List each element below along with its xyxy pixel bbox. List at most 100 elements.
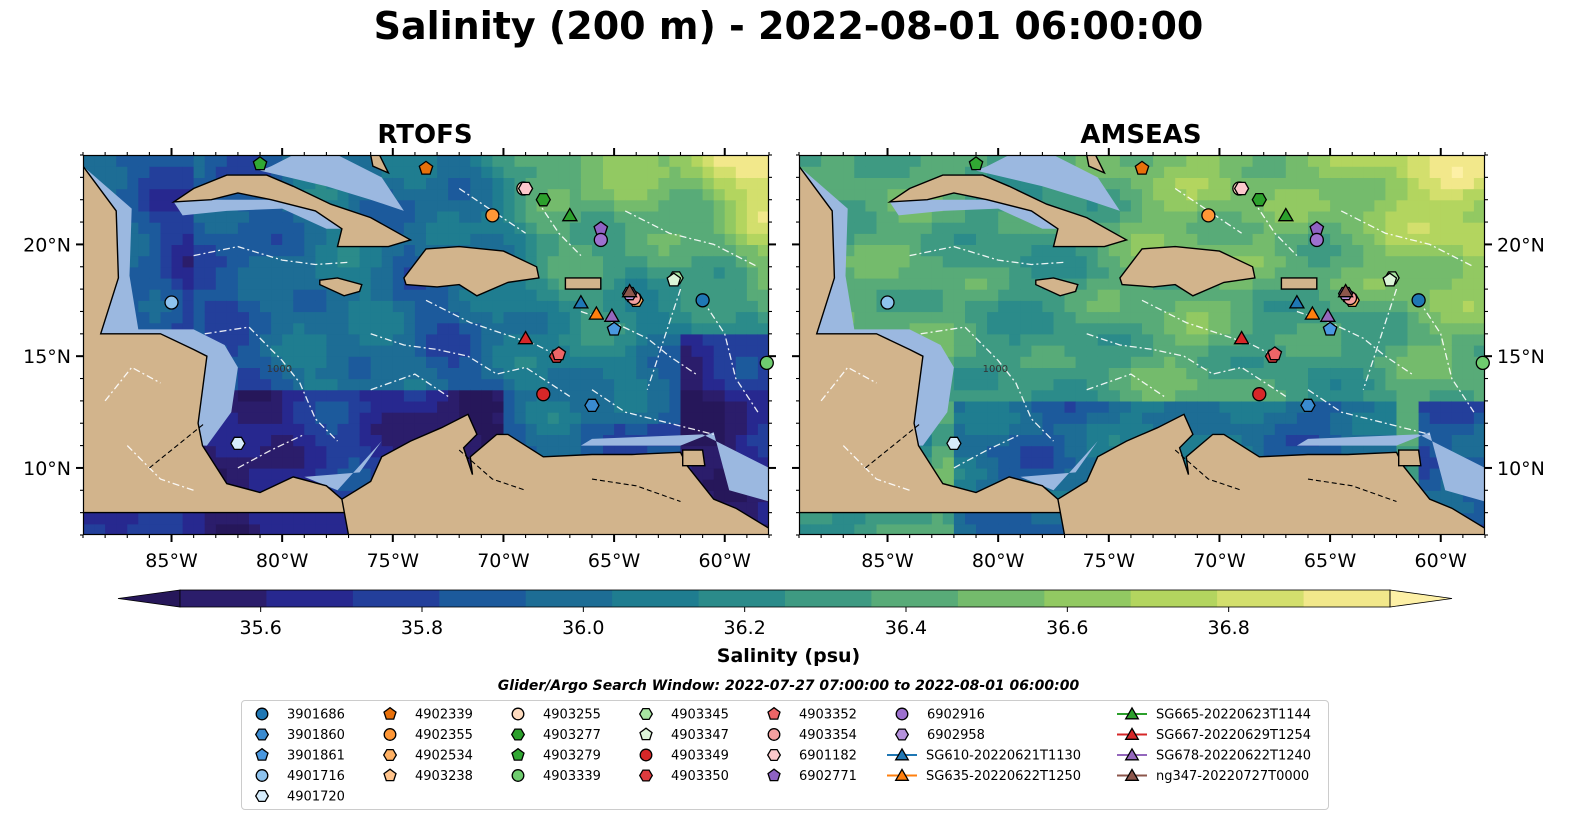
float-markers	[880, 156, 1490, 451]
legend-label: 4903238	[415, 769, 473, 784]
map-axes: 85°W 80°W 75°W 70°W 65°W 60°W 10°N 15°N 20°N 85°W…	[23, 148, 1545, 572]
contour-label-1000: 1000	[983, 364, 1008, 375]
colorbar-segment	[352, 590, 440, 607]
marker-SG635-20220622T1250	[588, 305, 605, 320]
legend-item: 4901716	[255, 769, 345, 784]
colorbar-segment	[612, 590, 699, 607]
legend-item: 4902339	[383, 706, 473, 723]
panel-title-rtofs: RTOFS	[377, 120, 473, 150]
colorbar-tick-label: 36.2	[724, 617, 766, 639]
lon-tick-label: 70°W	[477, 550, 530, 572]
eez-boundary	[820, 366, 877, 402]
legend-item: 4903279	[511, 747, 601, 764]
legend-marker-6902916	[895, 707, 909, 721]
colorbar-segment	[180, 590, 267, 607]
land-puertoRico	[564, 277, 602, 290]
marker-4902339	[1134, 160, 1150, 175]
rtofs-map: 1000	[82, 154, 774, 536]
legend-item: ng347-20220727T0000	[1117, 768, 1309, 784]
colorbar-segment	[957, 590, 1045, 607]
legend-label: SG678-20220622T1240	[1156, 749, 1311, 764]
lat-tick-label: 10°N	[1497, 458, 1545, 480]
eez-boundary	[702, 299, 759, 413]
colorbar-segment	[1130, 590, 1218, 607]
legend-label: 6901182	[799, 749, 857, 764]
colorbar-segment	[871, 590, 959, 607]
marker-ng347-20220727T0000	[621, 283, 638, 298]
legend-label: 4901720	[287, 790, 345, 805]
country-border	[1307, 478, 1397, 503]
marker-4903277	[1251, 192, 1268, 207]
legend-label: 4902534	[415, 749, 473, 764]
legend-item: 4903347	[639, 727, 729, 743]
colorbar-extend-high	[1389, 589, 1453, 608]
land-hispaniola	[1119, 245, 1256, 297]
colorbar-tick-label: 36.6	[1046, 617, 1088, 639]
legend-label: 4902355	[415, 728, 473, 743]
marker-3901860	[584, 398, 600, 413]
legend-marker-SG635-20220622T1250	[894, 768, 910, 781]
legend-marker-6901182	[766, 748, 782, 762]
legend-item: 4903349	[639, 749, 729, 764]
legend-item: 4903354	[767, 728, 857, 743]
land-cuba	[171, 174, 413, 248]
eez-boundary	[1307, 389, 1430, 436]
legend-item: 4903339	[511, 769, 601, 784]
legend-marker-4902339	[383, 706, 397, 720]
eez-boundary	[126, 445, 194, 491]
land-trinidad	[1398, 449, 1422, 467]
legend-label: 4903277	[543, 728, 601, 743]
eez-boundary	[104, 366, 161, 402]
legend-item: 6902958	[894, 728, 985, 743]
marker-6902916	[1309, 232, 1324, 248]
marker-4903349	[1252, 387, 1267, 402]
colorbar-tick-label: 35.8	[401, 617, 443, 639]
legend-item: 4903238	[383, 768, 473, 784]
eez-boundary	[193, 245, 349, 266]
lon-tick-label: 65°W	[588, 550, 641, 572]
marker-6901182	[517, 181, 534, 196]
legend-label: 6902771	[799, 769, 857, 784]
legend-label: 4901716	[287, 769, 345, 784]
eez-boundary	[370, 373, 449, 397]
marker-4903339	[759, 355, 774, 371]
country-border	[458, 449, 526, 491]
legend-marker-4903350	[638, 769, 654, 782]
marker-4903279	[968, 156, 984, 171]
lon-tick-label: 85°W	[145, 550, 198, 572]
land-southAmerica	[341, 413, 769, 535]
eez-boundary	[1141, 299, 1276, 357]
legend-item: 4903350	[638, 769, 729, 784]
legend-marker-SG610-20220621T1130	[894, 747, 910, 761]
legend-marker-4902534	[382, 748, 398, 762]
marker-4903339	[1475, 355, 1490, 371]
legend-marker-6902771	[767, 768, 781, 782]
lon-tick-label: 65°W	[1304, 550, 1357, 572]
colorbar-segment	[525, 590, 613, 607]
figure-title: Salinity (200 m) - 2022-08-01 06:00:00	[373, 4, 1204, 48]
salinity-colorbar: 35.6 35.8 36.0 36.2 36.4 36.6 36.8	[117, 589, 1453, 639]
legend-item: 6902771	[767, 768, 857, 784]
colorbar-tick-label: 36.0	[562, 617, 604, 639]
shallow-water	[304, 441, 382, 491]
eez-boundary	[237, 433, 305, 469]
legend-label: 4903347	[671, 728, 729, 743]
marker-3901861	[1322, 321, 1338, 336]
marker-SG667-20220629T1254	[517, 330, 534, 345]
lon-tick-label: 75°W	[1083, 550, 1136, 572]
colorbar-segment	[266, 590, 354, 607]
marker-4901720	[946, 436, 962, 451]
marker-3901861	[606, 321, 622, 336]
eez-boundary	[909, 245, 1065, 266]
land-jamaica	[1035, 277, 1079, 297]
legend-item: 4902355	[383, 728, 473, 743]
legend-marker-SG667-20220629T1254	[1124, 727, 1140, 740]
legend-label: SG667-20220629T1254	[1156, 728, 1311, 743]
eez-boundary	[1362, 288, 1398, 390]
marker-4903352	[1267, 346, 1283, 361]
shallow-water	[1296, 432, 1485, 502]
legend-label: SG635-20220622T1250	[926, 769, 1081, 784]
land-hispaniola	[403, 245, 540, 297]
legend-title: Glider/Argo Search Window: 2022-07-27 07…	[497, 678, 1080, 694]
legend-item: SG635-20220622T1250	[887, 768, 1081, 784]
